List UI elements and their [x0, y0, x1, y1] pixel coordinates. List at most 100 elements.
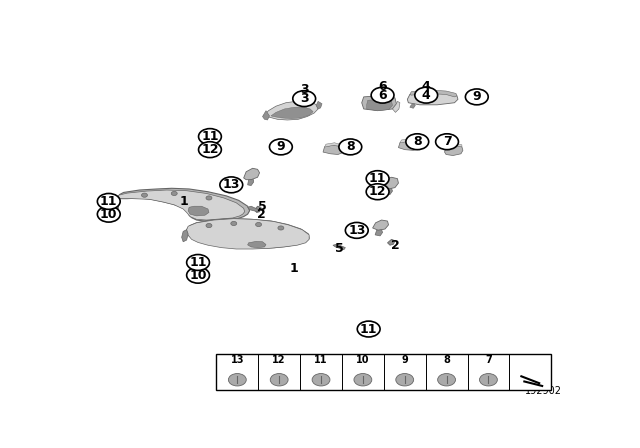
Text: 11: 11 — [201, 130, 219, 143]
Polygon shape — [392, 101, 400, 112]
Text: 10: 10 — [100, 208, 118, 221]
Text: 3: 3 — [300, 92, 308, 105]
Text: 1: 1 — [180, 195, 189, 208]
Circle shape — [198, 129, 221, 145]
Text: 5: 5 — [258, 200, 267, 213]
Text: 6: 6 — [378, 89, 387, 102]
Text: 8: 8 — [413, 135, 422, 148]
Polygon shape — [264, 101, 318, 120]
Circle shape — [228, 374, 246, 386]
Polygon shape — [248, 241, 266, 248]
Polygon shape — [408, 92, 458, 105]
Polygon shape — [410, 90, 457, 97]
Polygon shape — [383, 177, 399, 189]
Polygon shape — [323, 145, 344, 155]
Text: 11: 11 — [100, 195, 118, 208]
Text: 1: 1 — [290, 262, 299, 275]
Text: 13: 13 — [230, 355, 244, 365]
Polygon shape — [271, 107, 313, 119]
Polygon shape — [248, 206, 259, 212]
Polygon shape — [188, 206, 209, 216]
Polygon shape — [244, 168, 260, 180]
Circle shape — [354, 374, 372, 386]
Text: 2: 2 — [390, 239, 399, 252]
Polygon shape — [187, 219, 309, 249]
Text: 9: 9 — [401, 355, 408, 365]
Polygon shape — [469, 97, 481, 104]
Polygon shape — [367, 99, 392, 111]
Polygon shape — [324, 143, 343, 147]
Polygon shape — [316, 101, 322, 109]
Text: 12: 12 — [201, 143, 219, 156]
Text: 4: 4 — [422, 89, 431, 102]
Circle shape — [415, 87, 438, 103]
Text: 11: 11 — [369, 172, 387, 185]
Circle shape — [198, 142, 221, 158]
Circle shape — [278, 226, 284, 230]
Circle shape — [270, 374, 288, 386]
Circle shape — [366, 171, 389, 186]
Text: 6: 6 — [378, 80, 387, 93]
Circle shape — [465, 89, 488, 105]
Circle shape — [97, 206, 120, 222]
Polygon shape — [445, 145, 463, 155]
Text: 7: 7 — [443, 135, 451, 148]
Text: 13: 13 — [348, 224, 365, 237]
Circle shape — [206, 196, 212, 200]
Circle shape — [479, 374, 497, 386]
Circle shape — [346, 223, 368, 238]
Text: 9: 9 — [276, 140, 285, 153]
Text: 3: 3 — [300, 83, 308, 96]
Circle shape — [339, 139, 362, 155]
Text: 12: 12 — [273, 355, 286, 365]
Circle shape — [406, 134, 429, 150]
Polygon shape — [117, 190, 244, 220]
Polygon shape — [372, 220, 388, 230]
Circle shape — [141, 193, 147, 197]
Polygon shape — [399, 141, 420, 151]
Circle shape — [357, 321, 380, 337]
Text: 192902: 192902 — [525, 386, 562, 396]
Polygon shape — [333, 244, 346, 250]
Circle shape — [438, 374, 456, 386]
Polygon shape — [362, 96, 396, 111]
Polygon shape — [446, 143, 462, 147]
Circle shape — [436, 134, 458, 150]
Text: 8: 8 — [443, 355, 450, 365]
Polygon shape — [375, 230, 383, 236]
Circle shape — [206, 224, 212, 228]
Text: 11: 11 — [189, 256, 207, 269]
Text: 11: 11 — [360, 323, 378, 336]
Text: 2: 2 — [257, 208, 266, 221]
Text: 4: 4 — [422, 80, 431, 93]
Polygon shape — [388, 239, 395, 245]
Text: 5: 5 — [335, 242, 343, 255]
Text: 9: 9 — [472, 90, 481, 103]
Polygon shape — [262, 111, 269, 120]
Circle shape — [371, 87, 394, 103]
Polygon shape — [255, 206, 261, 212]
Bar — [216, 354, 551, 390]
Circle shape — [396, 374, 413, 386]
Circle shape — [269, 139, 292, 155]
Text: 10: 10 — [356, 355, 370, 365]
Polygon shape — [187, 219, 309, 248]
Circle shape — [255, 223, 262, 227]
Polygon shape — [400, 138, 420, 143]
Text: 12: 12 — [369, 185, 387, 198]
Circle shape — [292, 90, 316, 107]
Circle shape — [187, 267, 209, 283]
Circle shape — [312, 374, 330, 386]
Circle shape — [231, 221, 237, 225]
Polygon shape — [248, 180, 253, 185]
Polygon shape — [410, 104, 415, 108]
Text: 10: 10 — [189, 269, 207, 282]
Text: 8: 8 — [346, 140, 355, 153]
Circle shape — [172, 191, 177, 195]
Text: 7: 7 — [485, 355, 492, 365]
Text: 13: 13 — [223, 178, 240, 191]
Polygon shape — [385, 188, 392, 194]
Polygon shape — [182, 230, 188, 242]
Circle shape — [187, 254, 209, 271]
Polygon shape — [112, 198, 118, 212]
